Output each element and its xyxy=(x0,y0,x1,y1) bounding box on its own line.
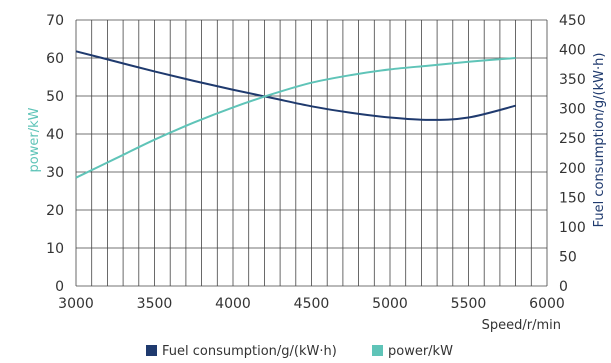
left-axis-title: power/kW xyxy=(27,107,42,172)
power-line xyxy=(75,57,516,179)
x-axis-ticks: 3000 3500 4000 4500 5000 5500 6000 xyxy=(58,296,565,312)
left-tick-label: 20 xyxy=(46,203,64,219)
right-tick-label: 250 xyxy=(559,131,586,147)
left-tick-label: 10 xyxy=(46,241,64,257)
grid xyxy=(75,19,548,287)
right-tick-label: 200 xyxy=(559,161,586,177)
right-tick-label: 400 xyxy=(559,43,586,59)
x-tick-label: 5500 xyxy=(451,296,487,312)
right-tick-label: 450 xyxy=(559,13,586,29)
right-tick-label: 150 xyxy=(559,190,586,206)
x-tick-label: 4500 xyxy=(294,296,330,312)
right-tick-label: 300 xyxy=(559,102,586,118)
right-axis-title: Fuel consumption/g/(kW·h) xyxy=(592,53,607,228)
left-tick-label: 0 xyxy=(55,279,64,295)
left-tick-label: 40 xyxy=(46,127,64,143)
x-tick-label: 5000 xyxy=(372,296,408,312)
x-axis-title: Speed/r/min xyxy=(482,318,561,333)
right-tick-label: 350 xyxy=(559,72,586,88)
legend-swatch-fuel-consumption xyxy=(146,345,157,356)
left-axis-ticks: 0 10 20 30 40 50 60 70 xyxy=(46,13,64,295)
right-axis-ticks: 0 50 100 150 200 250 300 350 400 450 xyxy=(559,13,586,295)
legend-label-fuel-consumption: Fuel consumption/g/(kW·h) xyxy=(162,344,337,359)
fuel-consumption-line xyxy=(75,50,516,121)
x-tick-label: 4000 xyxy=(215,296,251,312)
right-tick-label: 100 xyxy=(559,220,586,236)
left-tick-label: 70 xyxy=(46,13,64,29)
left-tick-label: 50 xyxy=(46,89,64,105)
left-tick-label: 30 xyxy=(46,165,64,181)
right-tick-label: 0 xyxy=(559,279,568,295)
x-tick-label: 3000 xyxy=(58,296,94,312)
x-tick-label: 3500 xyxy=(137,296,173,312)
right-tick-label: 50 xyxy=(559,249,577,265)
legend: Fuel consumption/g/(kW·h) power/kW xyxy=(146,344,453,359)
legend-swatch-power xyxy=(372,345,383,356)
x-tick-label: 6000 xyxy=(529,296,565,312)
series-layer xyxy=(75,50,516,179)
left-tick-label: 60 xyxy=(46,51,64,67)
legend-label-power: power/kW xyxy=(388,344,453,359)
